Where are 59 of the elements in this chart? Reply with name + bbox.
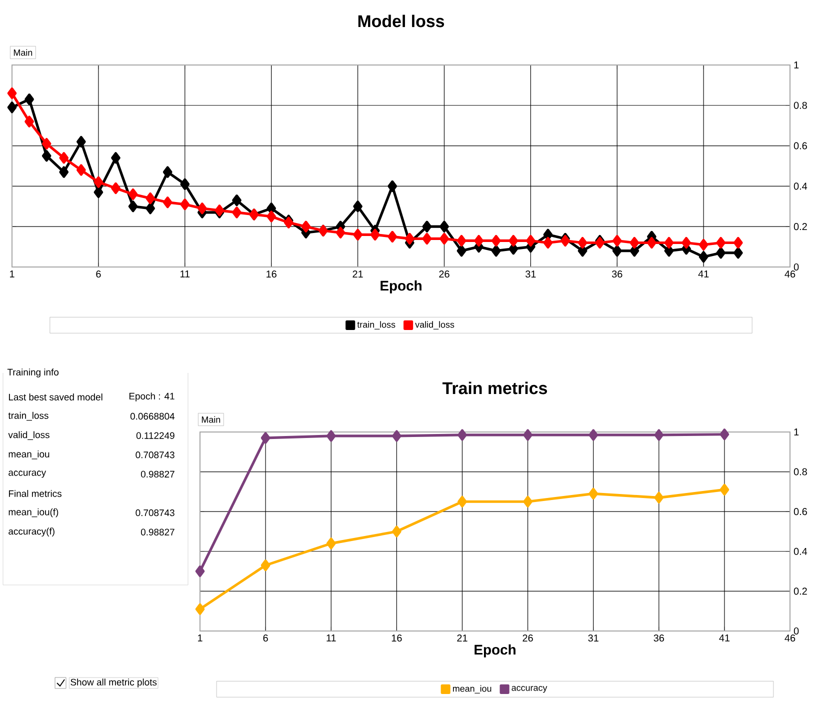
y-tick-label: 0.6: [794, 142, 807, 150]
y-tick-label: 0.4: [794, 182, 808, 190]
legend-label: mean_iou: [452, 685, 492, 694]
y-tick-label: 1: [794, 62, 799, 68]
y-tick-label: 0.6: [794, 508, 807, 516]
text: 0.112249: [136, 432, 174, 439]
legend-label: valid_loss: [415, 321, 454, 330]
x-tick-label: 16: [392, 634, 402, 642]
x-tick-label: 11: [326, 634, 336, 642]
x-tick-label: 26: [439, 270, 450, 278]
x-tick-label: 6: [263, 634, 268, 642]
category-label: accuracy(f): [8, 528, 54, 536]
text: Main: [202, 416, 220, 423]
y-tick-label: 1: [794, 428, 799, 436]
chart-title: Model loss: [358, 14, 444, 28]
text: Main: [14, 49, 32, 56]
x-tick-label: 46: [784, 270, 796, 278]
category-label: Final metrics: [8, 490, 62, 497]
y-tick-label: 0.2: [794, 223, 807, 230]
text: 0.0668804: [130, 412, 175, 420]
text: 0.98827: [140, 528, 174, 536]
x-tick-label: 16: [266, 270, 276, 278]
text: Show all metric plots: [70, 678, 157, 688]
text: Training info: [7, 368, 59, 378]
y-tick-label: 0.8: [794, 468, 807, 476]
x-tick-label: 21: [352, 270, 363, 278]
legend-label: train_loss: [357, 321, 396, 330]
x-tick-label: 36: [654, 634, 664, 642]
x-tick-label: 6: [96, 270, 101, 278]
text: 0.708743: [136, 509, 174, 516]
x-tick-label: 31: [526, 270, 536, 278]
x-tick-label: 41: [698, 270, 709, 278]
category-label: mean_iou: [8, 450, 50, 460]
y-tick-label: 0.4: [794, 548, 808, 555]
legend-label: accuracy: [512, 686, 548, 693]
text: 0.708743: [136, 452, 174, 458]
text: 0.98827: [140, 470, 174, 478]
x-tick-label: 46: [784, 634, 796, 642]
x-tick-label: 1: [198, 634, 202, 642]
category-label: accuracy: [8, 470, 46, 478]
category-label: mean_iou(f): [8, 508, 58, 518]
x-tick-label: 11: [180, 270, 190, 278]
category-label: Last best saved model: [8, 394, 102, 400]
category-label: valid_loss: [8, 431, 50, 440]
x-tick-label: 21: [457, 634, 468, 642]
y-tick-label: 0.2: [794, 588, 807, 595]
x-axis-title: Epoch: [380, 280, 422, 294]
category-label: train_loss: [8, 412, 48, 421]
x-tick-label: 26: [522, 634, 533, 642]
text: Epoch : 41: [129, 392, 174, 402]
x-axis-title: Epoch: [474, 644, 516, 658]
y-tick-label: 0.8: [794, 102, 807, 109]
y-tick-label: 0: [794, 263, 799, 271]
x-tick-label: 41: [719, 634, 730, 642]
x-tick-label: 36: [612, 270, 622, 278]
y-tick-label: 0: [794, 627, 799, 635]
chart-title: Train metrics: [442, 382, 548, 394]
x-tick-label: 31: [588, 634, 598, 642]
x-tick-label: 1: [10, 270, 14, 278]
